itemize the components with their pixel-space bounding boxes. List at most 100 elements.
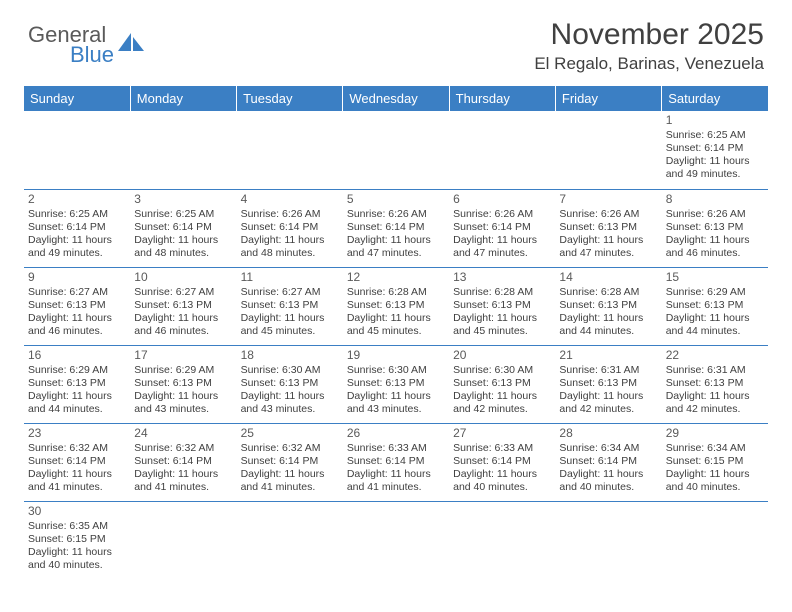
sunrise-line: Sunrise: 6:27 AM (241, 286, 339, 299)
sunrise-line: Sunrise: 6:31 AM (666, 364, 764, 377)
dh-tue: Tuesday (237, 86, 343, 111)
daylight-line1: Daylight: 11 hours (453, 468, 551, 481)
calendar-cell: 2Sunrise: 6:25 AMSunset: 6:14 PMDaylight… (24, 189, 130, 267)
calendar-cell: 16Sunrise: 6:29 AMSunset: 6:13 PMDayligh… (24, 345, 130, 423)
daylight-line2: and 40 minutes. (666, 481, 764, 494)
daylight-line2: and 42 minutes. (453, 403, 551, 416)
day-number: 6 (453, 192, 551, 207)
daylight-line2: and 41 minutes. (241, 481, 339, 494)
sunrise-line: Sunrise: 6:26 AM (453, 208, 551, 221)
day-number: 1 (666, 113, 764, 128)
page-subtitle: El Regalo, Barinas, Venezuela (534, 54, 764, 74)
dh-wed: Wednesday (343, 86, 449, 111)
sunset-line: Sunset: 6:14 PM (134, 221, 232, 234)
sunset-line: Sunset: 6:14 PM (347, 455, 445, 468)
calendar-row: 30Sunrise: 6:35 AMSunset: 6:15 PMDayligh… (24, 501, 768, 579)
calendar-cell (130, 501, 236, 579)
sunrise-line: Sunrise: 6:34 AM (559, 442, 657, 455)
sunrise-line: Sunrise: 6:31 AM (559, 364, 657, 377)
daylight-line1: Daylight: 11 hours (28, 312, 126, 325)
calendar-cell: 29Sunrise: 6:34 AMSunset: 6:15 PMDayligh… (662, 423, 768, 501)
day-number: 18 (241, 348, 339, 363)
sunset-line: Sunset: 6:14 PM (666, 142, 764, 155)
sunrise-line: Sunrise: 6:26 AM (241, 208, 339, 221)
sunset-line: Sunset: 6:14 PM (241, 221, 339, 234)
daylight-line2: and 47 minutes. (559, 247, 657, 260)
daylight-line2: and 46 minutes. (134, 325, 232, 338)
sunrise-line: Sunrise: 6:30 AM (241, 364, 339, 377)
calendar-cell (130, 111, 236, 189)
sunrise-line: Sunrise: 6:32 AM (134, 442, 232, 455)
day-number: 23 (28, 426, 126, 441)
header: General Blue November 2025 El Regalo, Ba… (0, 0, 792, 82)
day-number: 26 (347, 426, 445, 441)
calendar-cell: 22Sunrise: 6:31 AMSunset: 6:13 PMDayligh… (662, 345, 768, 423)
dh-sat: Saturday (662, 86, 768, 111)
calendar-cell: 13Sunrise: 6:28 AMSunset: 6:13 PMDayligh… (449, 267, 555, 345)
daylight-line1: Daylight: 11 hours (453, 234, 551, 247)
daylight-line1: Daylight: 11 hours (559, 468, 657, 481)
daylight-line2: and 45 minutes. (347, 325, 445, 338)
sunset-line: Sunset: 6:13 PM (134, 299, 232, 312)
sunrise-line: Sunrise: 6:29 AM (134, 364, 232, 377)
daylight-line2: and 42 minutes. (559, 403, 657, 416)
calendar-cell: 15Sunrise: 6:29 AMSunset: 6:13 PMDayligh… (662, 267, 768, 345)
calendar-cell: 10Sunrise: 6:27 AMSunset: 6:13 PMDayligh… (130, 267, 236, 345)
day-number: 3 (134, 192, 232, 207)
sunset-line: Sunset: 6:14 PM (28, 455, 126, 468)
daylight-line1: Daylight: 11 hours (666, 468, 764, 481)
daylight-line2: and 44 minutes. (666, 325, 764, 338)
day-number: 2 (28, 192, 126, 207)
daylight-line1: Daylight: 11 hours (28, 468, 126, 481)
sunset-line: Sunset: 6:13 PM (453, 299, 551, 312)
sunset-line: Sunset: 6:14 PM (28, 221, 126, 234)
daylight-line1: Daylight: 11 hours (347, 390, 445, 403)
sunrise-line: Sunrise: 6:28 AM (453, 286, 551, 299)
daylight-line2: and 41 minutes. (347, 481, 445, 494)
calendar-cell: 12Sunrise: 6:28 AMSunset: 6:13 PMDayligh… (343, 267, 449, 345)
sunrise-line: Sunrise: 6:29 AM (28, 364, 126, 377)
calendar-cell: 4Sunrise: 6:26 AMSunset: 6:14 PMDaylight… (237, 189, 343, 267)
calendar-cell: 5Sunrise: 6:26 AMSunset: 6:14 PMDaylight… (343, 189, 449, 267)
sunset-line: Sunset: 6:13 PM (28, 299, 126, 312)
day-number: 9 (28, 270, 126, 285)
sunrise-line: Sunrise: 6:27 AM (28, 286, 126, 299)
sunset-line: Sunset: 6:13 PM (241, 377, 339, 390)
calendar-cell: 24Sunrise: 6:32 AMSunset: 6:14 PMDayligh… (130, 423, 236, 501)
sunrise-line: Sunrise: 6:26 AM (559, 208, 657, 221)
daylight-line2: and 43 minutes. (241, 403, 339, 416)
calendar-row: 23Sunrise: 6:32 AMSunset: 6:14 PMDayligh… (24, 423, 768, 501)
calendar-cell: 27Sunrise: 6:33 AMSunset: 6:14 PMDayligh… (449, 423, 555, 501)
sunset-line: Sunset: 6:13 PM (347, 377, 445, 390)
daylight-line1: Daylight: 11 hours (559, 312, 657, 325)
day-number: 16 (28, 348, 126, 363)
calendar-cell: 26Sunrise: 6:33 AMSunset: 6:14 PMDayligh… (343, 423, 449, 501)
sunset-line: Sunset: 6:13 PM (453, 377, 551, 390)
day-number: 8 (666, 192, 764, 207)
logo-word2: Blue (70, 44, 114, 66)
daylight-line2: and 44 minutes. (559, 325, 657, 338)
sunrise-line: Sunrise: 6:28 AM (559, 286, 657, 299)
sunset-line: Sunset: 6:14 PM (453, 455, 551, 468)
sunrise-line: Sunrise: 6:33 AM (453, 442, 551, 455)
daylight-line1: Daylight: 11 hours (559, 234, 657, 247)
day-number: 15 (666, 270, 764, 285)
sunset-line: Sunset: 6:13 PM (666, 299, 764, 312)
sunset-line: Sunset: 6:13 PM (241, 299, 339, 312)
calendar-body: 1Sunrise: 6:25 AMSunset: 6:14 PMDaylight… (24, 111, 768, 579)
sunset-line: Sunset: 6:14 PM (134, 455, 232, 468)
day-number: 13 (453, 270, 551, 285)
daylight-line2: and 47 minutes. (347, 247, 445, 260)
sunrise-line: Sunrise: 6:26 AM (347, 208, 445, 221)
daylight-line1: Daylight: 11 hours (559, 390, 657, 403)
daylight-line1: Daylight: 11 hours (134, 468, 232, 481)
sunset-line: Sunset: 6:14 PM (241, 455, 339, 468)
calendar-cell: 8Sunrise: 6:26 AMSunset: 6:13 PMDaylight… (662, 189, 768, 267)
daylight-line2: and 40 minutes. (28, 559, 126, 572)
daylight-line2: and 46 minutes. (28, 325, 126, 338)
daylight-line1: Daylight: 11 hours (347, 234, 445, 247)
day-number: 11 (241, 270, 339, 285)
day-number: 20 (453, 348, 551, 363)
daylight-line2: and 46 minutes. (666, 247, 764, 260)
daylight-line2: and 41 minutes. (134, 481, 232, 494)
